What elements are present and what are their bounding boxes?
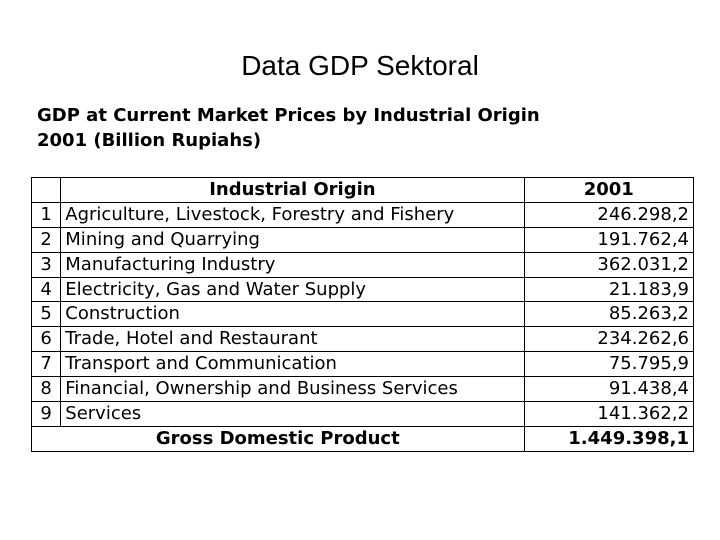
table-row: 7 Transport and Communication 75.795,9 [30, 351, 695, 378]
row-number: 7 [30, 351, 62, 378]
row-number: 5 [30, 301, 62, 328]
row-number: 1 [30, 201, 62, 228]
row-number: 6 [30, 326, 62, 353]
table-row: 5 Construction 85.263,2 [30, 301, 695, 328]
row-value: 21.183,9 [523, 276, 695, 303]
table-caption-line-2: 2001 (Billion Rupiahs) [37, 130, 262, 151]
row-industrial-origin: Services [60, 401, 525, 427]
row-number: 2 [30, 226, 62, 253]
row-number: 8 [30, 376, 62, 403]
row-industrial-origin: Transport and Communication [60, 351, 525, 378]
total-label: Gross Domestic Product [31, 425, 525, 452]
header-number [30, 177, 62, 203]
row-value: 75.795,9 [523, 351, 695, 378]
row-value: 246.298,2 [523, 201, 695, 228]
total-value: 1.449.398,1 [523, 425, 695, 452]
row-number: 4 [30, 276, 62, 303]
table-row: 8 Financial, Ownership and Business Serv… [30, 376, 695, 403]
table-header-row: Industrial Origin 2001 [30, 177, 695, 203]
slide-title: Data GDP Sektoral [241, 50, 479, 81]
table-row: 4 Electricity, Gas and Water Supply 21.1… [30, 276, 695, 303]
row-number: 3 [30, 251, 62, 278]
total-row: Gross Domestic Product 1.449.398,1 [31, 425, 695, 452]
row-value: 141.362,2 [523, 401, 695, 427]
table-row: 3 Manufacturing Industry 362.031,2 [30, 251, 695, 278]
row-value: 234.262,6 [523, 326, 695, 353]
table-row: 6 Trade, Hotel and Restaurant 234.262,6 [30, 326, 695, 353]
table-row: 1 Agriculture, Livestock, Forestry and F… [30, 201, 695, 228]
row-industrial-origin: Trade, Hotel and Restaurant [60, 326, 525, 353]
row-value: 362.031,2 [523, 251, 695, 278]
row-value: 191.762,4 [523, 226, 695, 253]
row-industrial-origin: Construction [60, 301, 525, 328]
row-industrial-origin: Agriculture, Livestock, Forestry and Fis… [60, 201, 525, 228]
table-caption-line-1: GDP at Current Market Prices by Industri… [37, 105, 540, 126]
header-industrial-origin: Industrial Origin [60, 177, 525, 203]
row-value: 85.263,2 [523, 301, 695, 328]
row-industrial-origin: Financial, Ownership and Business Servic… [60, 376, 525, 403]
gdp-table: Industrial Origin 2001 1 Agriculture, Li… [30, 177, 695, 452]
table-row: 2 Mining and Quarrying 191.762,4 [30, 226, 695, 253]
row-industrial-origin: Manufacturing Industry [60, 251, 525, 278]
row-industrial-origin: Electricity, Gas and Water Supply [60, 276, 525, 303]
header-year: 2001 [523, 177, 695, 203]
row-industrial-origin: Mining and Quarrying [60, 226, 525, 253]
table-caption: GDP at Current Market Prices by Industri… [37, 103, 540, 153]
table-row: 9 Services 141.362,2 [30, 401, 695, 427]
row-number: 9 [30, 401, 62, 427]
row-value: 91.438,4 [523, 376, 695, 403]
